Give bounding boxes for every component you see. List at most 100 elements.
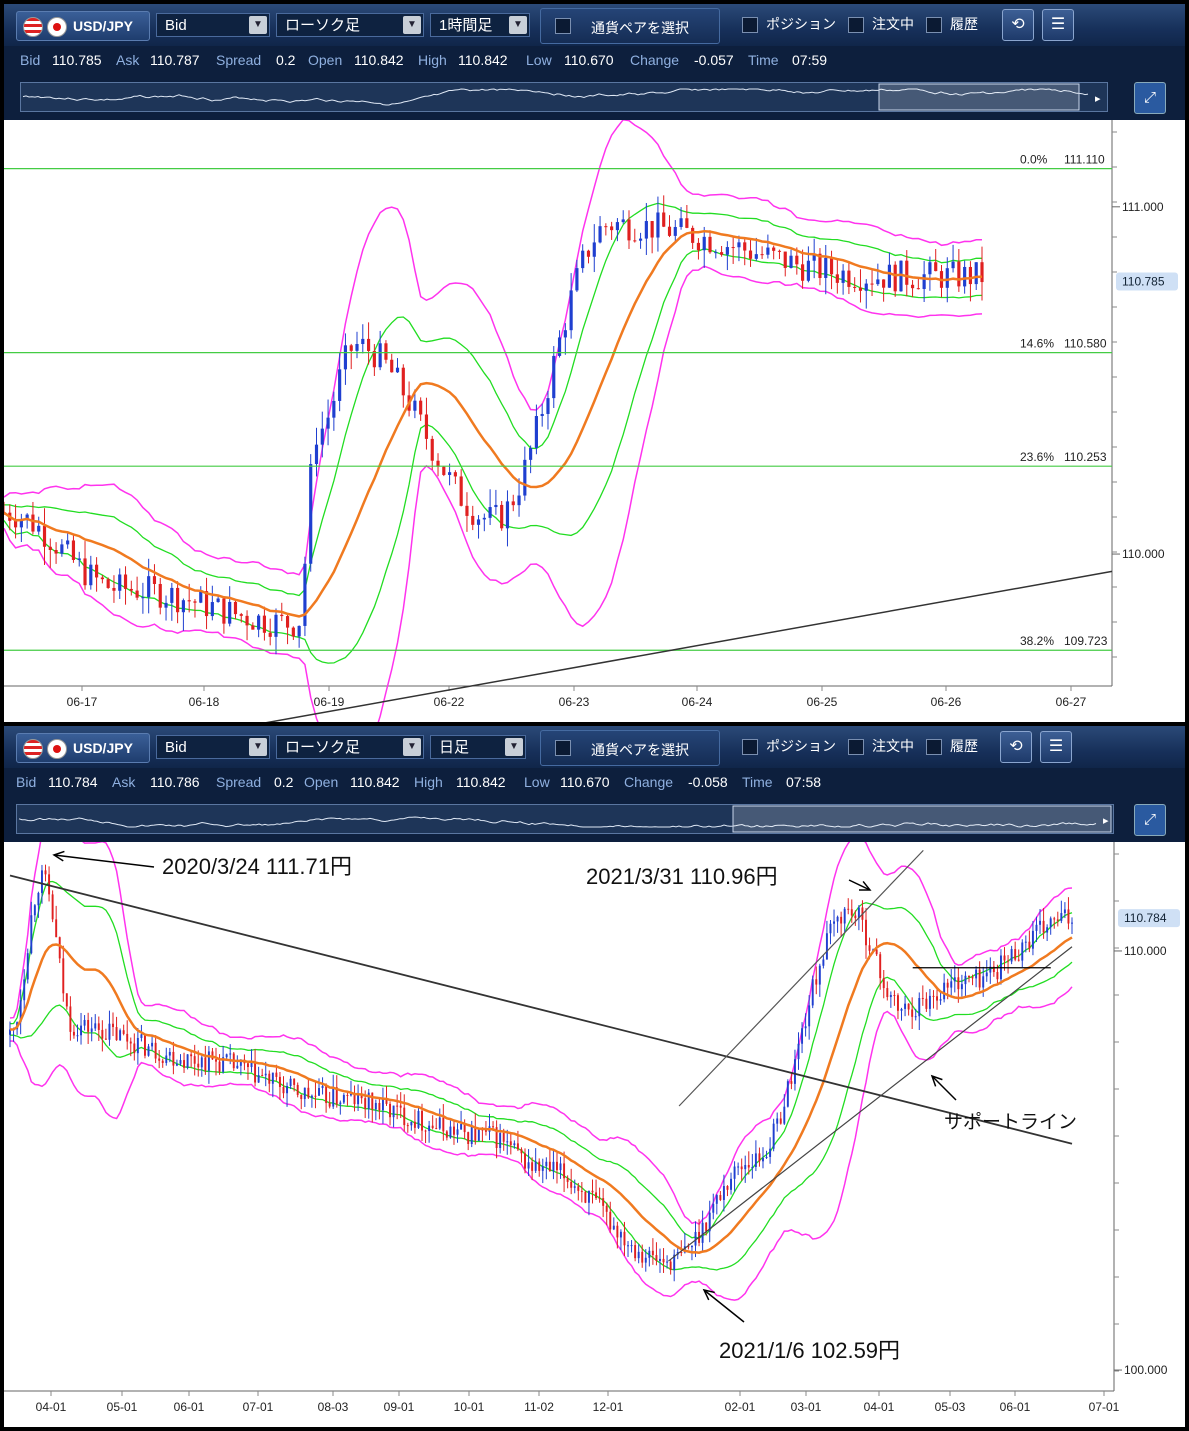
price-type-select[interactable]: Bid ▼ (156, 735, 270, 759)
candle-body (353, 1093, 356, 1105)
candle-body (783, 1106, 786, 1124)
navigator-track[interactable]: ▸ (20, 82, 1108, 112)
toolbar: USD/JPY Bid ▼ ローソク足 ▼ 日足 ▼ 通貨ペアを選択 ポジション… (4, 726, 1185, 768)
candle-body (651, 1250, 654, 1256)
candle-body (896, 995, 899, 1011)
candle-body (257, 615, 261, 630)
candle-body (76, 1035, 79, 1037)
pair-select-label: 通貨ペアを選択 (591, 742, 689, 758)
settings-button[interactable]: ☰ (1042, 9, 1074, 41)
symbol-button[interactable]: USD/JPY (16, 733, 150, 763)
pair-select-button[interactable]: 通貨ペアを選択 (540, 730, 720, 766)
time-tick-label: 07-01 (243, 1400, 274, 1414)
time-tick-label: 06-26 (931, 695, 962, 709)
candle-body (104, 1038, 107, 1040)
price-type-select[interactable]: Bid ▼ (156, 13, 270, 37)
candle-body (875, 949, 878, 955)
candle-body (968, 975, 970, 978)
reset-view-button[interactable]: ⟲ (1000, 731, 1032, 763)
candle-body (531, 1162, 534, 1171)
candle-body (566, 1178, 569, 1182)
candle-body (882, 978, 885, 989)
candle-body (731, 247, 735, 249)
position-checkbox[interactable] (742, 739, 758, 755)
time-axis (4, 686, 1112, 722)
position-label: ポジション (766, 738, 836, 754)
jp-flag-icon (47, 17, 67, 37)
candle-body (463, 1124, 466, 1133)
candle-body (165, 1055, 168, 1063)
daily-candlestick-chart[interactable]: 04-01 05-01 06-01 07-01 08-03 09-01 10-01 11-02… (4, 842, 1185, 1427)
candle-body (829, 923, 832, 934)
candle-body (216, 598, 220, 603)
time-label: Time (742, 774, 773, 790)
candle-body (907, 1003, 910, 1010)
candle-body (325, 1085, 328, 1104)
list-icon: ☰ (1048, 738, 1064, 755)
symbol-button[interactable]: USD/JPY (16, 11, 150, 41)
navigator-window[interactable] (878, 83, 1080, 111)
timeframe-select[interactable]: 日足 ▼ (430, 735, 526, 759)
fib-level-price: 111.110 (1064, 153, 1105, 167)
orders-checkbox[interactable] (848, 739, 864, 755)
history-checkbox[interactable] (926, 17, 942, 33)
candle-body (300, 1094, 303, 1100)
candle-body (58, 937, 61, 959)
candle-body (395, 367, 400, 373)
trend-line-resistance (9, 874, 1073, 1145)
chart-style-select[interactable]: ローソク足 ▼ (276, 735, 424, 759)
time-tick-label: 06-01 (1000, 1400, 1031, 1414)
candle-body (563, 330, 567, 338)
candle-body (702, 236, 706, 251)
candle-body (152, 576, 157, 584)
candle-body (1017, 959, 1020, 961)
candle-body (708, 236, 712, 253)
candle-body (320, 428, 324, 445)
candle-body (442, 466, 446, 475)
annotation-label: 2020/3/24 111.71円 (162, 854, 352, 879)
expand-button[interactable]: ⤢ (1134, 82, 1166, 114)
candle-body (94, 1023, 97, 1029)
candle-body (385, 1098, 388, 1104)
navigator-track[interactable]: ▸ (16, 804, 1114, 834)
orders-checkbox[interactable] (848, 17, 864, 33)
scroll-right-icon[interactable]: ▸ (1103, 815, 1109, 827)
candle-body (889, 995, 892, 998)
candle-body (100, 577, 104, 580)
candle-body (605, 1205, 608, 1212)
navigator-line: ▸ (18, 805, 1112, 833)
chart-style-select[interactable]: ローソク足 ▼ (276, 13, 424, 37)
candle-body (989, 966, 992, 973)
pair-select-button[interactable]: 通貨ペアを選択 (540, 8, 720, 44)
candle-body (419, 400, 423, 415)
candle-body (190, 1054, 193, 1057)
navigator-window[interactable] (732, 805, 1112, 833)
expand-button[interactable]: ⤢ (1134, 804, 1166, 836)
upper-band-2sigma (4, 120, 982, 576)
fib-level-percent: 23.6% (1020, 450, 1054, 464)
candle-body (921, 997, 924, 999)
candle-body (509, 1141, 512, 1146)
scroll-right-icon[interactable]: ▸ (1095, 93, 1101, 105)
history-checkbox[interactable] (926, 739, 942, 755)
candle-body (251, 625, 255, 630)
change-value: -0.058 (688, 774, 728, 790)
settings-button[interactable]: ☰ (1040, 731, 1072, 763)
candle-body (705, 1222, 708, 1232)
candle-body (712, 1203, 715, 1213)
bid-label: Bid (16, 774, 37, 790)
symbol-label: USD/JPY (73, 18, 133, 34)
candle-body (318, 1088, 320, 1096)
candle-body (1007, 960, 1010, 962)
candle-body (321, 1085, 324, 1089)
candle-body (371, 1092, 374, 1110)
timeframe-select[interactable]: 1時間足 ▼ (430, 13, 530, 37)
reset-view-button[interactable]: ⟲ (1002, 9, 1034, 41)
moving-average-line (4, 229, 983, 618)
candle-body (1063, 909, 1066, 914)
hourly-candlestick-chart[interactable]: 06-17 06-18 06-19 06-22 06-23 06-24 06-25 06-26… (4, 120, 1185, 722)
chevron-down-icon: ▼ (509, 16, 527, 34)
position-checkbox[interactable] (742, 17, 758, 33)
candle-body (595, 1192, 598, 1199)
candle-body (857, 907, 860, 919)
